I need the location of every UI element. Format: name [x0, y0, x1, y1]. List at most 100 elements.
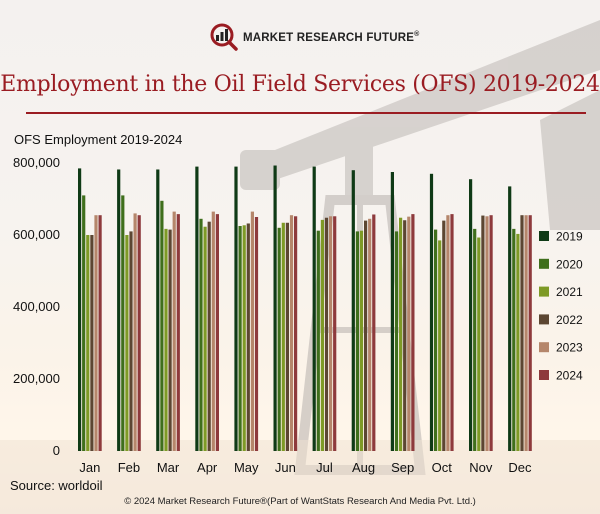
bar-apr-2023 [211, 211, 215, 451]
x-tick-label: May [234, 460, 259, 475]
bar-apr-2020 [199, 218, 203, 451]
bar-mar-2021 [164, 228, 168, 451]
x-tick-label: Nov [469, 460, 493, 475]
bar-jun-2020 [277, 227, 281, 451]
bar-may-2024 [254, 217, 259, 451]
legend-label-2020: 2020 [556, 257, 583, 271]
chart-title: Employment in the Oil Field Services (OF… [0, 72, 600, 97]
x-tick-label: Apr [197, 460, 218, 475]
bar-jun-2019 [273, 165, 277, 451]
bar-oct-2022 [442, 220, 446, 451]
bar-dec-2020 [512, 228, 516, 451]
legend-label-2024: 2024 [556, 369, 583, 383]
bar-apr-2022 [207, 221, 211, 451]
bar-oct-2020 [434, 229, 438, 451]
bar-aug-2024 [372, 214, 376, 451]
bar-mar-2022 [168, 229, 172, 451]
legend-swatch-2022 [539, 314, 549, 325]
bar-sep-2022 [403, 220, 407, 451]
bar-feb-2021 [125, 235, 129, 451]
bar-jul-2024 [333, 216, 337, 451]
y-axis-title: OFS Employment 2019-2024 [14, 132, 183, 147]
x-tick-label: Oct [432, 460, 453, 475]
y-tick-label: 800,000 [13, 155, 60, 170]
bar-mar-2020 [160, 200, 164, 451]
x-tick-label: Mar [157, 460, 180, 475]
x-tick-label: Dec [508, 460, 532, 475]
bar-jan-2023 [94, 215, 98, 451]
bar-dec-2019 [508, 186, 512, 451]
bar-jun-2021 [281, 222, 285, 451]
bar-apr-2024 [215, 214, 219, 451]
x-tick-label: Sep [391, 460, 414, 475]
bar-feb-2024 [137, 215, 141, 451]
bar-aug-2023 [368, 218, 372, 451]
bar-jan-2021 [86, 235, 90, 451]
bar-mar-2019 [156, 169, 160, 452]
brand-logo: MARKET RESEARCH FUTURE® [210, 22, 420, 52]
bar-jan-2024 [98, 215, 102, 451]
bar-dec-2021 [516, 233, 520, 451]
y-tick-label: 600,000 [13, 227, 60, 242]
y-tick-label: 0 [53, 443, 60, 458]
bar-may-2020 [238, 226, 242, 451]
bar-jul-2022 [324, 217, 329, 451]
y-tick-label: 400,000 [13, 299, 60, 314]
x-tick-label: Jul [316, 460, 333, 475]
x-tick-label: Jun [275, 460, 296, 475]
bar-apr-2021 [203, 226, 207, 451]
bar-oct-2021 [438, 240, 442, 451]
bar-jun-2023 [289, 215, 294, 451]
legend-label-2023: 2023 [556, 341, 583, 355]
title-underline [26, 112, 586, 114]
bar-aug-2021 [359, 230, 364, 451]
bar-jun-2022 [285, 222, 289, 451]
bar-dec-2022 [520, 215, 524, 451]
bar-may-2021 [242, 225, 246, 451]
bar-apr-2019 [195, 166, 199, 451]
bar-dec-2024 [528, 215, 532, 451]
bar-oct-2023 [446, 215, 450, 451]
bar-jul-2021 [320, 219, 324, 451]
bar-jul-2019 [312, 166, 316, 451]
bar-may-2022 [246, 223, 250, 451]
bar-aug-2019 [351, 170, 355, 451]
bar-sep-2023 [407, 216, 411, 451]
bar-mar-2023 [172, 211, 176, 451]
legend-label-2022: 2022 [556, 313, 583, 327]
bar-aug-2022 [364, 220, 368, 451]
bar-jan-2019 [78, 168, 82, 451]
brand-name: MARKET RESEARCH FUTURE® [243, 30, 420, 44]
bar-feb-2023 [133, 213, 137, 451]
bar-nov-2022 [481, 215, 485, 451]
legend-label-2019: 2019 [556, 230, 583, 244]
y-tick-label: 200,000 [13, 371, 60, 386]
bar-jul-2020 [316, 230, 320, 451]
bar-nov-2020 [473, 228, 477, 451]
x-tick-label: Jan [79, 460, 100, 475]
bar-jan-2020 [82, 195, 86, 451]
x-tick-label: Feb [118, 460, 140, 475]
bar-sep-2020 [394, 231, 399, 451]
legend-swatch-2023 [539, 342, 549, 353]
bar-dec-2023 [524, 215, 528, 451]
copyright-footer: © 2024 Market Research Future®(Part of W… [124, 496, 476, 507]
legend-swatch-2019 [539, 231, 549, 241]
bar-nov-2024 [489, 215, 493, 451]
legend-swatch-2021 [539, 286, 549, 297]
legend-swatch-2024 [539, 370, 549, 380]
magnifier-chart-icon [210, 23, 238, 51]
bar-may-2019 [234, 166, 238, 451]
bar-sep-2024 [411, 214, 415, 451]
bar-feb-2020 [121, 195, 125, 451]
bar-nov-2021 [477, 237, 481, 451]
source-note: Source: worldoil [10, 478, 103, 493]
bar-sep-2019 [390, 172, 394, 451]
legend-label-2021: 2021 [556, 285, 583, 299]
bar-aug-2020 [355, 231, 359, 451]
bar-oct-2024 [450, 214, 454, 451]
bar-nov-2019 [469, 179, 473, 451]
legend-swatch-2020 [539, 258, 549, 269]
